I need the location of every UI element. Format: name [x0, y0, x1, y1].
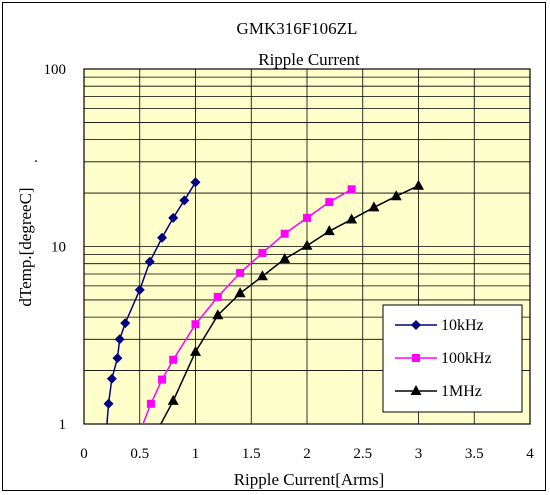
- x-tick-label: 0.5: [130, 446, 149, 462]
- x-tick-label: 1: [192, 446, 200, 462]
- data-point: [256, 270, 268, 281]
- x-tick-label: 3: [415, 446, 423, 462]
- data-point: [301, 239, 313, 250]
- legend-marker: [411, 320, 421, 330]
- legend-marker: [412, 354, 420, 362]
- plot-area: 0 0.5 1 1.5 2 2.5 3 3.5 4 1 10 100: [44, 62, 535, 462]
- data-point: [190, 177, 201, 188]
- data-point: [279, 253, 291, 264]
- y-tick-label: 100: [44, 62, 67, 78]
- data-point: [112, 353, 123, 364]
- y-tick-label: 10: [51, 240, 66, 256]
- data-point: [212, 309, 224, 320]
- data-point: [236, 268, 245, 277]
- data-point: [158, 375, 167, 384]
- series-1MHz: [159, 179, 424, 424]
- data-point: [258, 248, 267, 257]
- data-point: [169, 355, 178, 364]
- data-point: [413, 179, 424, 190]
- data-point: [325, 198, 334, 207]
- data-point: [368, 201, 380, 212]
- data-point: [234, 287, 246, 298]
- x-tick-label: 4: [526, 446, 534, 462]
- data-point: [157, 232, 168, 243]
- x-tick-label: 3.5: [465, 446, 484, 462]
- data-point: [191, 320, 200, 329]
- chart-subtitle: Ripple Current: [258, 50, 360, 69]
- x-tick-label: 2: [303, 446, 311, 462]
- chart-title: GMK316F106ZL: [237, 19, 358, 38]
- legend-label: 100kHz: [441, 350, 492, 367]
- legend-label: 10kHz: [441, 317, 484, 334]
- data-point: [134, 284, 145, 295]
- y-axis-label: dTemp.[degreeC]: [16, 187, 35, 306]
- x-axis-label: Ripple Current[Arms]: [234, 470, 385, 489]
- y-axis-label-suffix: .: [34, 150, 38, 166]
- data-point: [179, 195, 190, 206]
- data-point: [323, 225, 335, 236]
- y-tick-label: 1: [59, 417, 67, 433]
- data-point: [168, 212, 179, 223]
- data-point: [114, 334, 125, 345]
- data-point: [106, 373, 117, 384]
- data-point: [390, 190, 402, 201]
- data-point: [120, 318, 131, 329]
- series-10kHz: [103, 177, 201, 424]
- data-point: [103, 398, 114, 409]
- legend-label: 1MHz: [441, 383, 482, 400]
- data-point: [190, 345, 201, 356]
- data-point: [144, 256, 155, 267]
- data-point: [347, 185, 356, 194]
- series-100kHz: [142, 185, 356, 424]
- data-point: [213, 292, 222, 301]
- legend: 10kHz 100kHz 1MHz: [382, 304, 523, 413]
- data-point: [167, 394, 179, 405]
- x-tick-label: 1.5: [242, 446, 261, 462]
- data-point: [346, 213, 358, 224]
- data-point: [303, 213, 311, 222]
- legend-marker: [410, 385, 422, 395]
- data-point: [280, 229, 289, 238]
- data-point: [146, 399, 155, 408]
- x-tick-label: 0: [80, 446, 88, 462]
- plot-border: [83, 68, 531, 425]
- x-tick-label: 2.5: [353, 446, 372, 462]
